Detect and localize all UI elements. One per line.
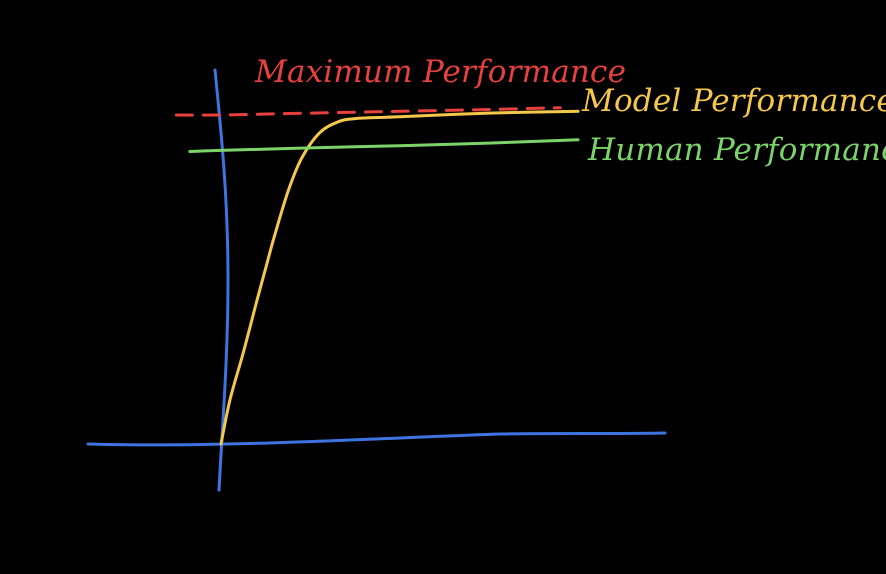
label-human-performance: Human Performance [587, 132, 886, 168]
label-maximum-performance: Maximum Performance [254, 54, 626, 90]
series-human-performance [188, 138, 580, 153]
x-axis [86, 431, 667, 447]
y-axis [213, 68, 230, 492]
series-model-performance [219, 109, 580, 446]
series-layer [174, 106, 580, 446]
label-model-performance: Model Performance [581, 83, 886, 119]
